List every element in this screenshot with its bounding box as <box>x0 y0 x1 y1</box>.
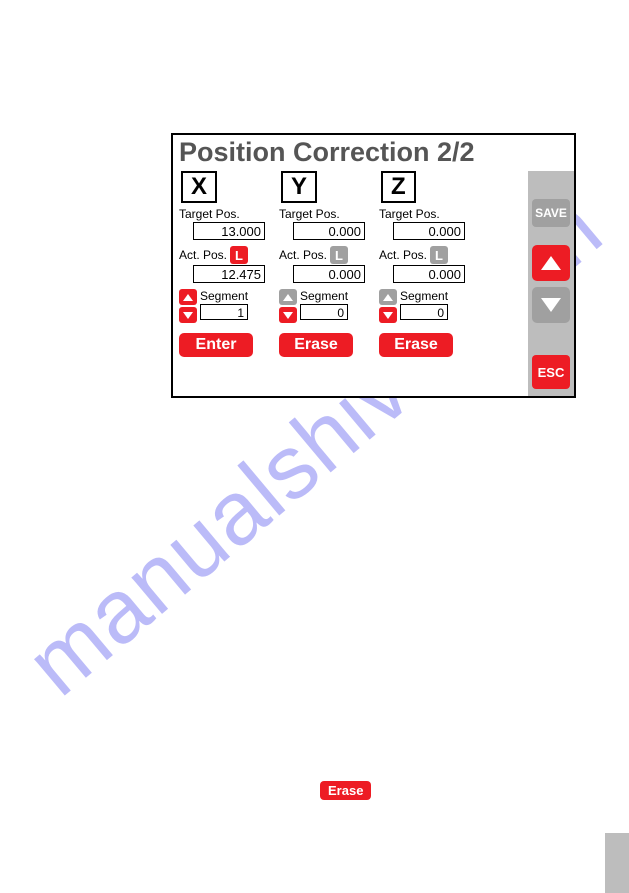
axis-badge-y: Y <box>281 171 317 203</box>
arrow-down-icon <box>541 298 561 312</box>
segment-field-y[interactable]: 0 <box>300 304 348 320</box>
axis-badge-z: Z <box>381 171 416 203</box>
axis-badge-x: X <box>181 171 217 203</box>
triangle-up-icon <box>183 294 193 301</box>
l-badge-x[interactable]: L <box>230 246 248 264</box>
save-button[interactable]: SAVE <box>532 199 570 227</box>
segment-label: Segment <box>300 289 348 303</box>
erase-button-y[interactable]: Erase <box>279 333 353 357</box>
target-label: Target Pos. <box>379 207 473 221</box>
enter-button[interactable]: Enter <box>179 333 253 357</box>
l-badge-y[interactable]: L <box>330 246 348 264</box>
segment-up-y[interactable] <box>279 289 297 305</box>
act-label: Act. Pos. <box>379 248 427 262</box>
target-label: Target Pos. <box>279 207 373 221</box>
nav-down-button[interactable] <box>532 287 570 323</box>
segment-field-x[interactable]: 1 <box>200 304 248 320</box>
axis-column-y: Y Target Pos. 0.000 Act. Pos. L 0.000 Se… <box>279 171 373 357</box>
segment-spinner-z <box>379 289 397 323</box>
page-title: Position Correction 2/2 <box>179 137 475 168</box>
segment-label: Segment <box>200 289 248 303</box>
triangle-up-icon <box>383 294 393 301</box>
erase-button-z[interactable]: Erase <box>379 333 453 357</box>
page-edge-tab <box>605 833 629 893</box>
esc-button[interactable]: ESC <box>532 355 570 389</box>
target-field-x[interactable]: 13.000 <box>193 222 265 240</box>
floating-erase-badge: Erase <box>320 781 371 800</box>
segment-field-z[interactable]: 0 <box>400 304 448 320</box>
target-field-z[interactable]: 0.000 <box>393 222 465 240</box>
segment-up-z[interactable] <box>379 289 397 305</box>
act-field-z[interactable]: 0.000 <box>393 265 465 283</box>
triangle-down-icon <box>183 312 193 319</box>
axis-column-z: Z Target Pos. 0.000 Act. Pos. L 0.000 Se… <box>379 171 473 357</box>
act-label: Act. Pos. <box>179 248 227 262</box>
target-label: Target Pos. <box>179 207 273 221</box>
arrow-up-icon <box>541 256 561 270</box>
segment-spinner-x <box>179 289 197 323</box>
act-field-x[interactable]: 12.475 <box>193 265 265 283</box>
segment-label: Segment <box>400 289 448 303</box>
position-correction-panel: Position Correction 2/2 X Target Pos. 13… <box>171 133 576 398</box>
segment-up-x[interactable] <box>179 289 197 305</box>
act-field-y[interactable]: 0.000 <box>293 265 365 283</box>
triangle-up-icon <box>283 294 293 301</box>
segment-down-z[interactable] <box>379 307 397 323</box>
segment-spinner-y <box>279 289 297 323</box>
axis-column-x: X Target Pos. 13.000 Act. Pos. L 12.475 … <box>179 171 273 357</box>
segment-down-y[interactable] <box>279 307 297 323</box>
nav-up-button[interactable] <box>532 245 570 281</box>
triangle-down-icon <box>383 312 393 319</box>
segment-down-x[interactable] <box>179 307 197 323</box>
l-badge-z[interactable]: L <box>430 246 448 264</box>
triangle-down-icon <box>283 312 293 319</box>
act-label: Act. Pos. <box>279 248 327 262</box>
target-field-y[interactable]: 0.000 <box>293 222 365 240</box>
